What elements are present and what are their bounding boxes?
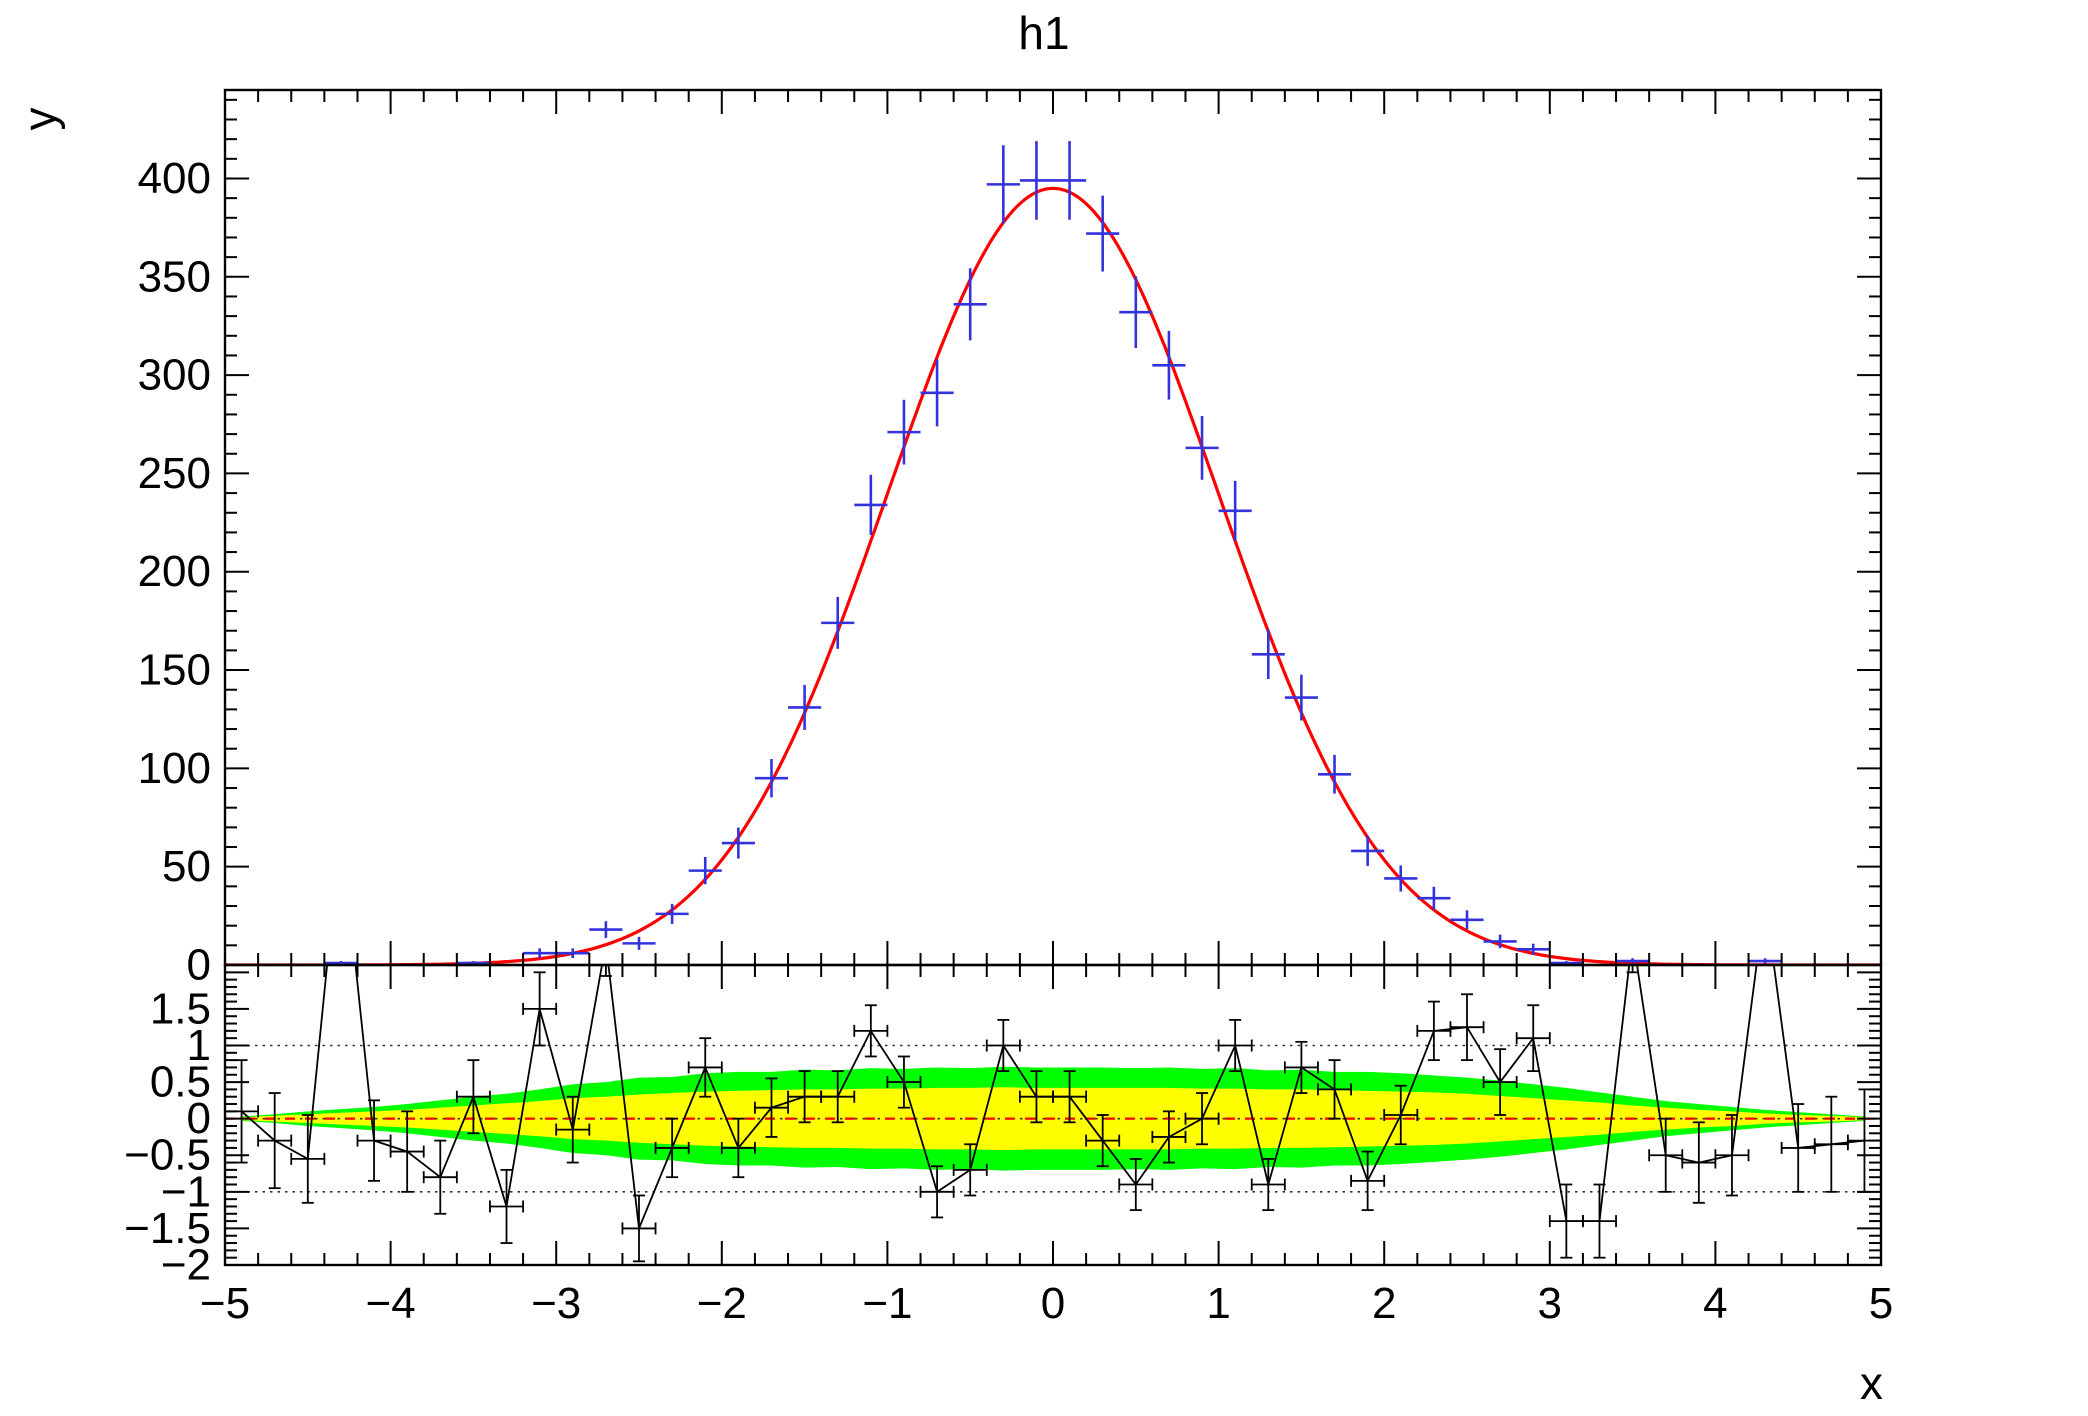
top-y-tick-label: 350 <box>138 252 211 301</box>
x-tick-label: 4 <box>1703 1279 1727 1328</box>
gaussian-fit-line <box>225 186 1881 965</box>
histogram-points <box>324 141 1782 965</box>
x-tick-label: −1 <box>862 1279 912 1328</box>
pull-graph <box>225 965 1881 1263</box>
x-tick-label: 5 <box>1869 1279 1893 1328</box>
top-y-tick-label: 50 <box>162 842 211 891</box>
top-y-tick-label: 400 <box>138 154 211 203</box>
x-tick-label: 3 <box>1538 1279 1562 1328</box>
x-tick-label: −3 <box>531 1279 581 1328</box>
x-tick-label: −4 <box>366 1279 416 1328</box>
bottom-y-tick-label: −0.5 <box>124 1131 211 1180</box>
axis-ticks <box>224 90 1882 1266</box>
bottom-y-tick-label: −2 <box>161 1241 211 1290</box>
bottom-y-tick-label: 1.5 <box>150 984 211 1033</box>
x-tick-label: 2 <box>1372 1279 1396 1328</box>
top-y-tick-label: 300 <box>138 351 211 400</box>
x-tick-label: 0 <box>1041 1279 1065 1328</box>
plot-title: h1 <box>1018 7 1070 59</box>
x-tick-label: −2 <box>697 1279 747 1328</box>
bottom-y-tick-label: −1.5 <box>124 1204 211 1253</box>
x-axis-title: x <box>1860 1357 1883 1409</box>
bottom-y-tick-label: −1 <box>161 1167 211 1216</box>
top-pad-frame <box>223 88 1883 967</box>
top-y-tick-label: 150 <box>138 646 211 695</box>
bottom-y-tick-label: 0.5 <box>150 1058 211 1107</box>
y-axis-title: y <box>13 107 66 131</box>
reference-lines <box>225 1044 1881 1193</box>
top-y-tick-label: 200 <box>138 547 211 596</box>
top-y-tick-label: 250 <box>138 449 211 498</box>
x-tick-label: −5 <box>200 1279 250 1328</box>
bottom-y-tick-label: 0 <box>187 1094 211 1143</box>
x-tick-label: 1 <box>1206 1279 1230 1328</box>
top-y-tick-label: 100 <box>138 744 211 793</box>
top-y-tick-label: 0 <box>187 941 211 990</box>
tick-labels: 050100150200250300350400−2−1.5−1−0.500.5… <box>124 154 1893 1328</box>
fit-curve <box>225 186 1881 965</box>
bottom-y-tick-label: 1 <box>187 1021 211 1070</box>
